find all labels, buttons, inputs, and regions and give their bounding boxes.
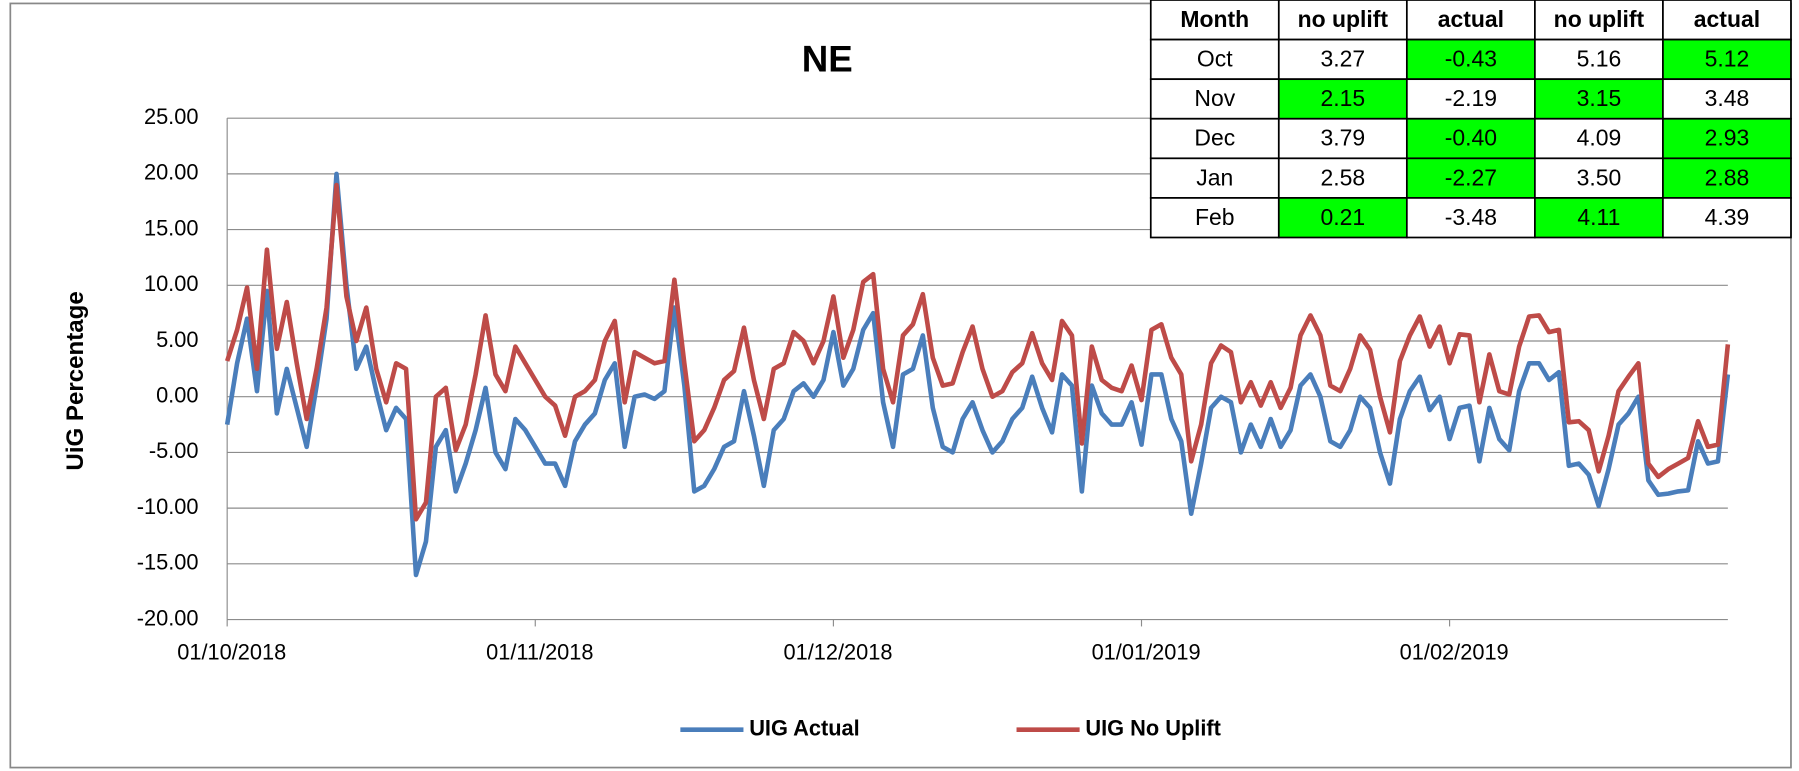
y-tick-label: 15.00 (144, 215, 199, 240)
table-cell (1534, 117, 1664, 160)
table-header: no uplift (1554, 6, 1645, 32)
table-header-cell (1277, 0, 1408, 41)
table-cell-text: 2.93 (1705, 125, 1750, 151)
y-tick-label: -10.00 (137, 494, 199, 519)
table-header: no uplift (1298, 6, 1389, 32)
table-cell-text: -2.19 (1445, 85, 1497, 111)
x-tick-label: 01/12/2018 (783, 640, 892, 665)
y-tick-label: -15.00 (137, 550, 199, 575)
table-cell (1662, 117, 1792, 160)
y-tick-label: 10.00 (144, 271, 199, 296)
y-tick-label: -20.00 (137, 605, 199, 630)
y-tick-label: 0.00 (156, 382, 198, 407)
table-cell-text: 2.15 (1320, 85, 1365, 111)
table-cell-text: 3.50 (1577, 164, 1622, 190)
table-cell-text: 5.12 (1705, 46, 1750, 72)
table-cell (1534, 197, 1664, 239)
table-cell-text: Oct (1197, 46, 1233, 72)
table-cell-text: -2.27 (1445, 164, 1497, 190)
table-cell (1277, 157, 1408, 199)
table-cell-text: 3.79 (1320, 125, 1365, 151)
series-line (224, 182, 1731, 522)
table-header: actual (1694, 6, 1760, 32)
table-cell-text: -0.43 (1445, 46, 1497, 72)
y-axis-label: UiG Percentage (62, 291, 89, 470)
table-cell-text: 3.48 (1705, 85, 1750, 111)
y-tick-label: 20.00 (144, 160, 199, 185)
table-cell (1405, 197, 1536, 239)
table-cell (1405, 157, 1536, 199)
table-cell (1534, 38, 1664, 81)
table-header-cell (1405, 0, 1536, 41)
table-cell-text: Feb (1195, 204, 1235, 230)
table-header-cell (1149, 0, 1280, 41)
table-cell-text: 5.16 (1577, 46, 1622, 72)
legend-label: UIG No Uplift (1085, 715, 1221, 740)
table-cell-text: 2.58 (1320, 164, 1365, 190)
table-header: actual (1438, 6, 1504, 32)
table-cell-text: 2.88 (1705, 164, 1750, 190)
table-cell (1405, 38, 1536, 81)
table-cell-text: 0.21 (1320, 204, 1365, 230)
x-tick-label: 01/02/2019 (1400, 640, 1509, 665)
table-cell-text: -3.48 (1445, 204, 1497, 230)
x-tick-label: 01/11/2018 (486, 640, 593, 665)
table-cell-text: 3.15 (1577, 85, 1622, 111)
series-line (224, 171, 1731, 578)
y-tick-label: 25.00 (144, 104, 199, 129)
table-header-cell (1534, 0, 1664, 41)
x-tick-label: 01/01/2019 (1092, 640, 1201, 665)
table-header: Month (1180, 6, 1249, 32)
table-cell-text: -0.40 (1445, 125, 1497, 151)
table-cell (1405, 78, 1536, 120)
table-cell (1662, 38, 1792, 81)
table-cell-text: 4.11 (1577, 204, 1620, 230)
table-cell-text: Nov (1194, 85, 1235, 111)
table-cell (1662, 157, 1792, 199)
table-cell-text: 4.39 (1705, 204, 1750, 230)
table-cell (1149, 38, 1280, 81)
table-cell (1534, 157, 1664, 199)
table-cell-text: 3.27 (1320, 46, 1365, 72)
table-cell-text: 4.09 (1577, 125, 1622, 151)
table-cell (1277, 197, 1408, 239)
table-cell-text: Dec (1194, 125, 1235, 151)
table-cell-text: Jan (1196, 164, 1233, 190)
table-cell (1662, 197, 1792, 239)
table-cell (1149, 157, 1280, 199)
x-tick-label: 01/10/2018 (177, 640, 286, 665)
legend-label: UIG Actual (749, 715, 860, 740)
y-tick-label: 5.00 (156, 327, 198, 352)
y-tick-label: -5.00 (149, 438, 199, 463)
table-header-cell (1662, 0, 1792, 41)
table-cell (1534, 78, 1664, 120)
chart-title: NE (802, 39, 853, 80)
